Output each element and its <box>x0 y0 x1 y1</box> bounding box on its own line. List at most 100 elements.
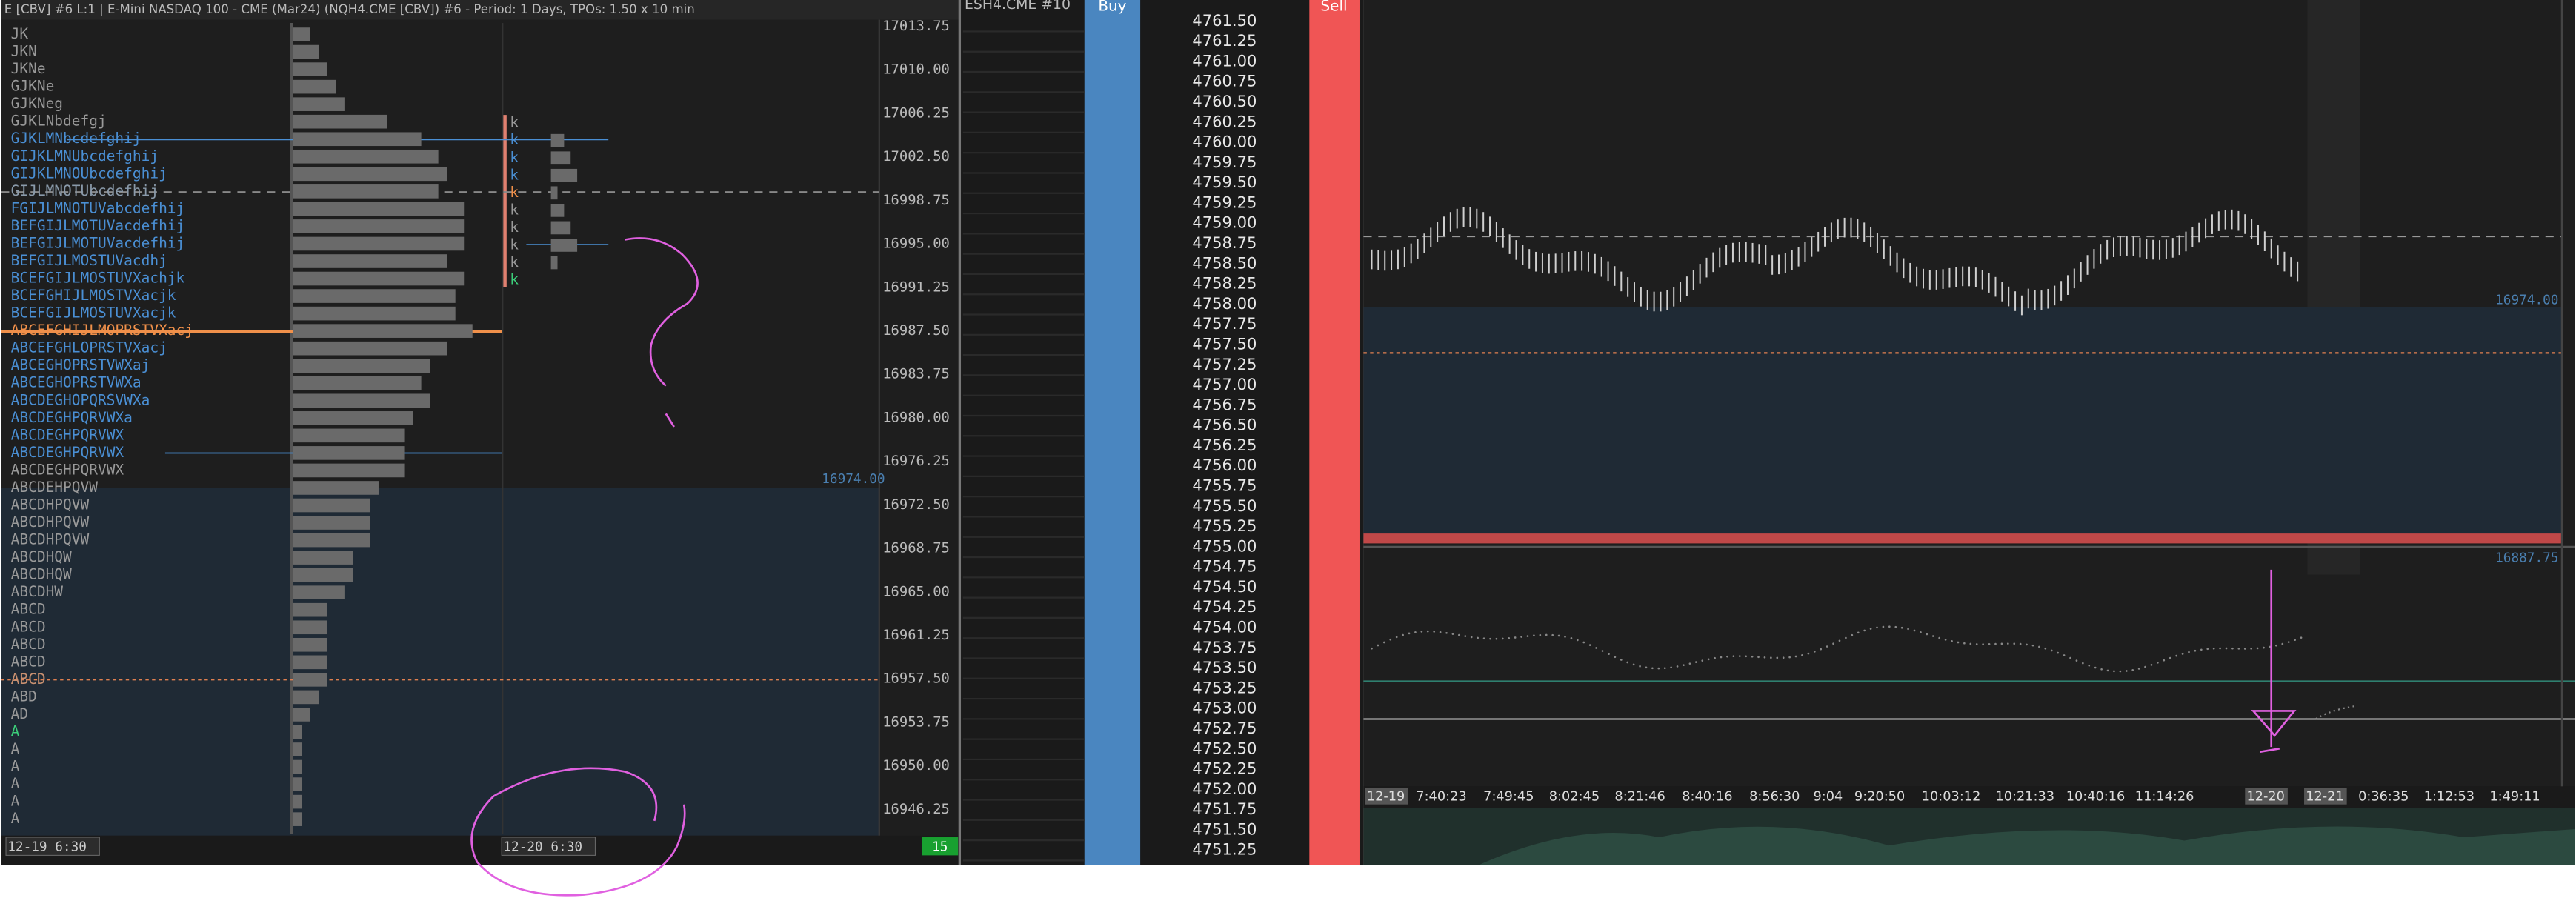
indicator-dot <box>1851 633 1854 636</box>
dom-price: 4753.25 <box>1192 678 1257 696</box>
dom-price: 4754.25 <box>1192 597 1257 616</box>
indicator-dot <box>2163 659 2166 662</box>
indicator-dot <box>2243 648 2246 650</box>
dom-price: 4752.25 <box>1192 759 1257 778</box>
dom-window <box>959 0 1364 865</box>
tpo-row: ABCD <box>11 636 46 653</box>
indicator-dot <box>1776 656 1779 659</box>
profile-bar <box>293 602 327 617</box>
profile-bar <box>293 794 302 809</box>
indicator-dot <box>1626 661 1629 664</box>
time-label: 11:14:26 <box>2135 790 2194 805</box>
time-box <box>2304 788 2347 805</box>
dom-price: 4756.75 <box>1192 395 1257 413</box>
indicator <box>1371 625 2357 720</box>
profile-bar <box>293 44 319 59</box>
indicator-dot <box>2063 654 2066 656</box>
indicator-dot <box>1645 666 1648 669</box>
price-label: 16965.00 <box>882 584 950 599</box>
tpo-row: A <box>11 775 20 792</box>
ib-range <box>503 115 507 287</box>
tpo-row: GIJLMNOTUbcdefhij <box>11 182 159 199</box>
dom-price: 4757.75 <box>1192 314 1257 333</box>
dom-price: 4754.75 <box>1192 557 1257 576</box>
indicator-dot <box>1420 631 1423 633</box>
indicator-dot <box>1377 644 1379 647</box>
price-label: 16946.25 <box>882 802 950 817</box>
profile-bar <box>550 203 565 217</box>
dom-price: 4757.00 <box>1192 375 1257 393</box>
tpo-row: GJKLMNbcdefghij <box>11 130 142 147</box>
indicator-dot <box>1614 656 1617 659</box>
dom-price: 4759.75 <box>1192 153 1257 171</box>
indicator-dot <box>1801 653 1803 656</box>
indicator-dot <box>2000 642 2003 645</box>
tpo-row: A <box>11 810 20 827</box>
price-label: 16950.00 <box>882 758 950 774</box>
indicator-dot <box>1757 656 1760 659</box>
indicator-dot <box>1869 628 1872 630</box>
indicator-dot <box>1988 643 1991 645</box>
profile-bar <box>293 79 336 94</box>
tpo-row: k <box>510 219 519 236</box>
indicator-dot <box>1707 658 1710 661</box>
profile-bar <box>293 306 456 321</box>
time-label: 0:36:35 <box>2358 790 2409 805</box>
dom-price: 4758.50 <box>1192 253 1257 272</box>
profile-bar <box>293 219 465 233</box>
tpo-row: JK <box>11 25 29 42</box>
profile-bar <box>293 673 327 687</box>
profile-bar <box>293 481 379 495</box>
indicator-dot <box>1676 665 1679 668</box>
sell-column <box>1309 0 1360 865</box>
profile-bar <box>550 256 558 270</box>
price-label: 16995.00 <box>882 236 950 252</box>
indicator-dot <box>1683 664 1685 666</box>
indicator-dot <box>1489 637 1491 640</box>
indicator-dot <box>2082 662 2084 665</box>
indicator-dot <box>1395 636 1398 639</box>
tpo-row: ABCDHPQVW <box>11 496 90 513</box>
indicator-dot <box>2219 647 2221 650</box>
dom-price: 4756.00 <box>1192 456 1257 474</box>
tpo-row: ABCDEGHOPQRSVWXa <box>11 391 150 408</box>
indicator-dot <box>2106 669 2109 672</box>
indicator-dot <box>2206 648 2209 651</box>
indicator-dot <box>1595 647 1597 649</box>
date-label: 12-19 6:30 <box>7 839 87 854</box>
price-label: 16983.75 <box>882 367 950 382</box>
date-box <box>5 837 100 856</box>
dom-price: 4757.50 <box>1192 334 1257 353</box>
dom-price: 4751.50 <box>1192 819 1257 838</box>
tpo-row: ABCD <box>11 653 46 670</box>
indicator-dot <box>1931 635 1934 637</box>
dom-price: 4755.50 <box>1192 496 1257 515</box>
indicator-dot <box>1551 633 1554 636</box>
profile-bar <box>293 359 430 373</box>
dom-price: 4751.75 <box>1192 799 1257 818</box>
indicator-dot <box>2026 643 2028 646</box>
dom-price: 4751.25 <box>1192 840 1257 859</box>
price-label: 16968.75 <box>882 541 950 556</box>
indicator-dot <box>1557 634 1560 637</box>
indicator-dot <box>1564 636 1566 638</box>
tpo-row: FGIJLMNOTUVabcdefhij <box>11 199 185 216</box>
dom-price: 4757.25 <box>1192 355 1257 373</box>
indicator-dot <box>1975 643 1978 645</box>
profile-bar <box>293 777 302 791</box>
indicator-dot <box>2263 646 2265 649</box>
indicator-dot <box>1838 639 1841 642</box>
tpo-row: GIJKLMNUbcdefghij <box>11 147 159 164</box>
dom-price: 4759.50 <box>1192 173 1257 191</box>
indicator-dot <box>1701 659 1704 662</box>
indicator-dot <box>1533 634 1535 637</box>
dom-price: 4755.25 <box>1192 516 1257 535</box>
indicator-dot <box>2144 665 2146 668</box>
tpo-row: JKNe <box>11 60 46 77</box>
tpo-row: BCEFGIJLMOSTUVXacjk <box>11 305 176 322</box>
indicator-dot <box>1782 656 1785 659</box>
indicator-dot <box>2031 644 2034 647</box>
indicator-dot <box>1526 635 1529 637</box>
indicator-dot <box>1894 625 1897 628</box>
indicator-dot <box>1794 655 1797 658</box>
